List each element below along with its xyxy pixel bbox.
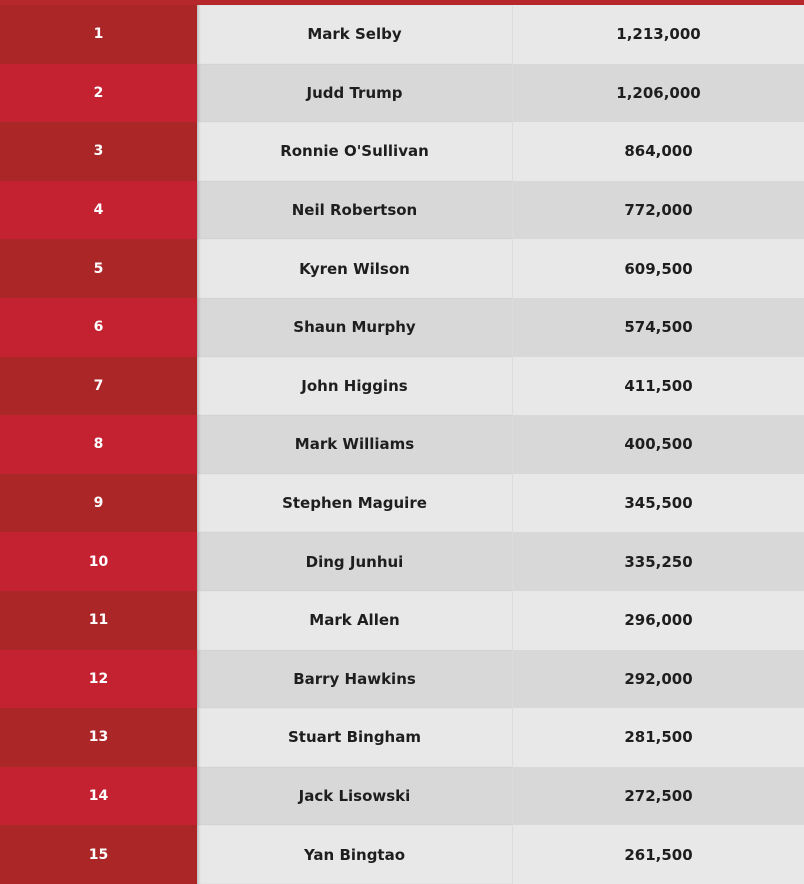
prize-money-cell: 345,500 <box>513 474 804 533</box>
player-name-cell: Ronnie O'Sullivan <box>197 122 513 181</box>
prize-money-cell: 609,500 <box>513 239 804 298</box>
player-name-cell: Stephen Maguire <box>197 474 513 533</box>
rank-cell: 4 <box>0 181 197 240</box>
prize-money-cell: 272,500 <box>513 767 804 826</box>
rank-cell: 15 <box>0 825 197 884</box>
rank-cell: 3 <box>0 122 197 181</box>
rank-cell: 9 <box>0 474 197 533</box>
rank-cell: 2 <box>0 64 197 123</box>
prize-money-cell: 411,500 <box>513 357 804 416</box>
player-name-cell: Mark Allen <box>197 591 513 650</box>
prize-money-cell: 772,000 <box>513 181 804 240</box>
player-name-cell: Mark Williams <box>197 415 513 474</box>
player-name-cell: Ding Junhui <box>197 532 513 591</box>
player-name-cell: Stuart Bingham <box>197 708 513 767</box>
prize-money-cell: 864,000 <box>513 122 804 181</box>
prize-money-cell: 574,500 <box>513 298 804 357</box>
rank-cell: 7 <box>0 357 197 416</box>
player-name-cell: Kyren Wilson <box>197 239 513 298</box>
rank-cell: 1 <box>0 5 197 64</box>
prize-money-cell: 296,000 <box>513 591 804 650</box>
prize-money-cell: 292,000 <box>513 650 804 709</box>
rank-cell: 14 <box>0 767 197 826</box>
prize-money-cell: 281,500 <box>513 708 804 767</box>
player-name-cell: Jack Lisowski <box>197 767 513 826</box>
rank-cell: 12 <box>0 650 197 709</box>
rank-cell: 6 <box>0 298 197 357</box>
prize-money-cell: 261,500 <box>513 825 804 884</box>
prize-money-cell: 1,213,000 <box>513 5 804 64</box>
rank-cell: 5 <box>0 239 197 298</box>
prize-money-cell: 1,206,000 <box>513 64 804 123</box>
prize-money-cell: 335,250 <box>513 532 804 591</box>
player-name-cell: John Higgins <box>197 357 513 416</box>
player-name-cell: Neil Robertson <box>197 181 513 240</box>
prize-money-cell: 400,500 <box>513 415 804 474</box>
rank-cell: 8 <box>0 415 197 474</box>
rank-cell: 10 <box>0 532 197 591</box>
player-name-cell: Judd Trump <box>197 64 513 123</box>
player-name-cell: Mark Selby <box>197 5 513 64</box>
player-name-cell: Yan Bingtao <box>197 825 513 884</box>
player-name-cell: Shaun Murphy <box>197 298 513 357</box>
rank-cell: 13 <box>0 708 197 767</box>
rank-cell: 11 <box>0 591 197 650</box>
player-name-cell: Barry Hawkins <box>197 650 513 709</box>
